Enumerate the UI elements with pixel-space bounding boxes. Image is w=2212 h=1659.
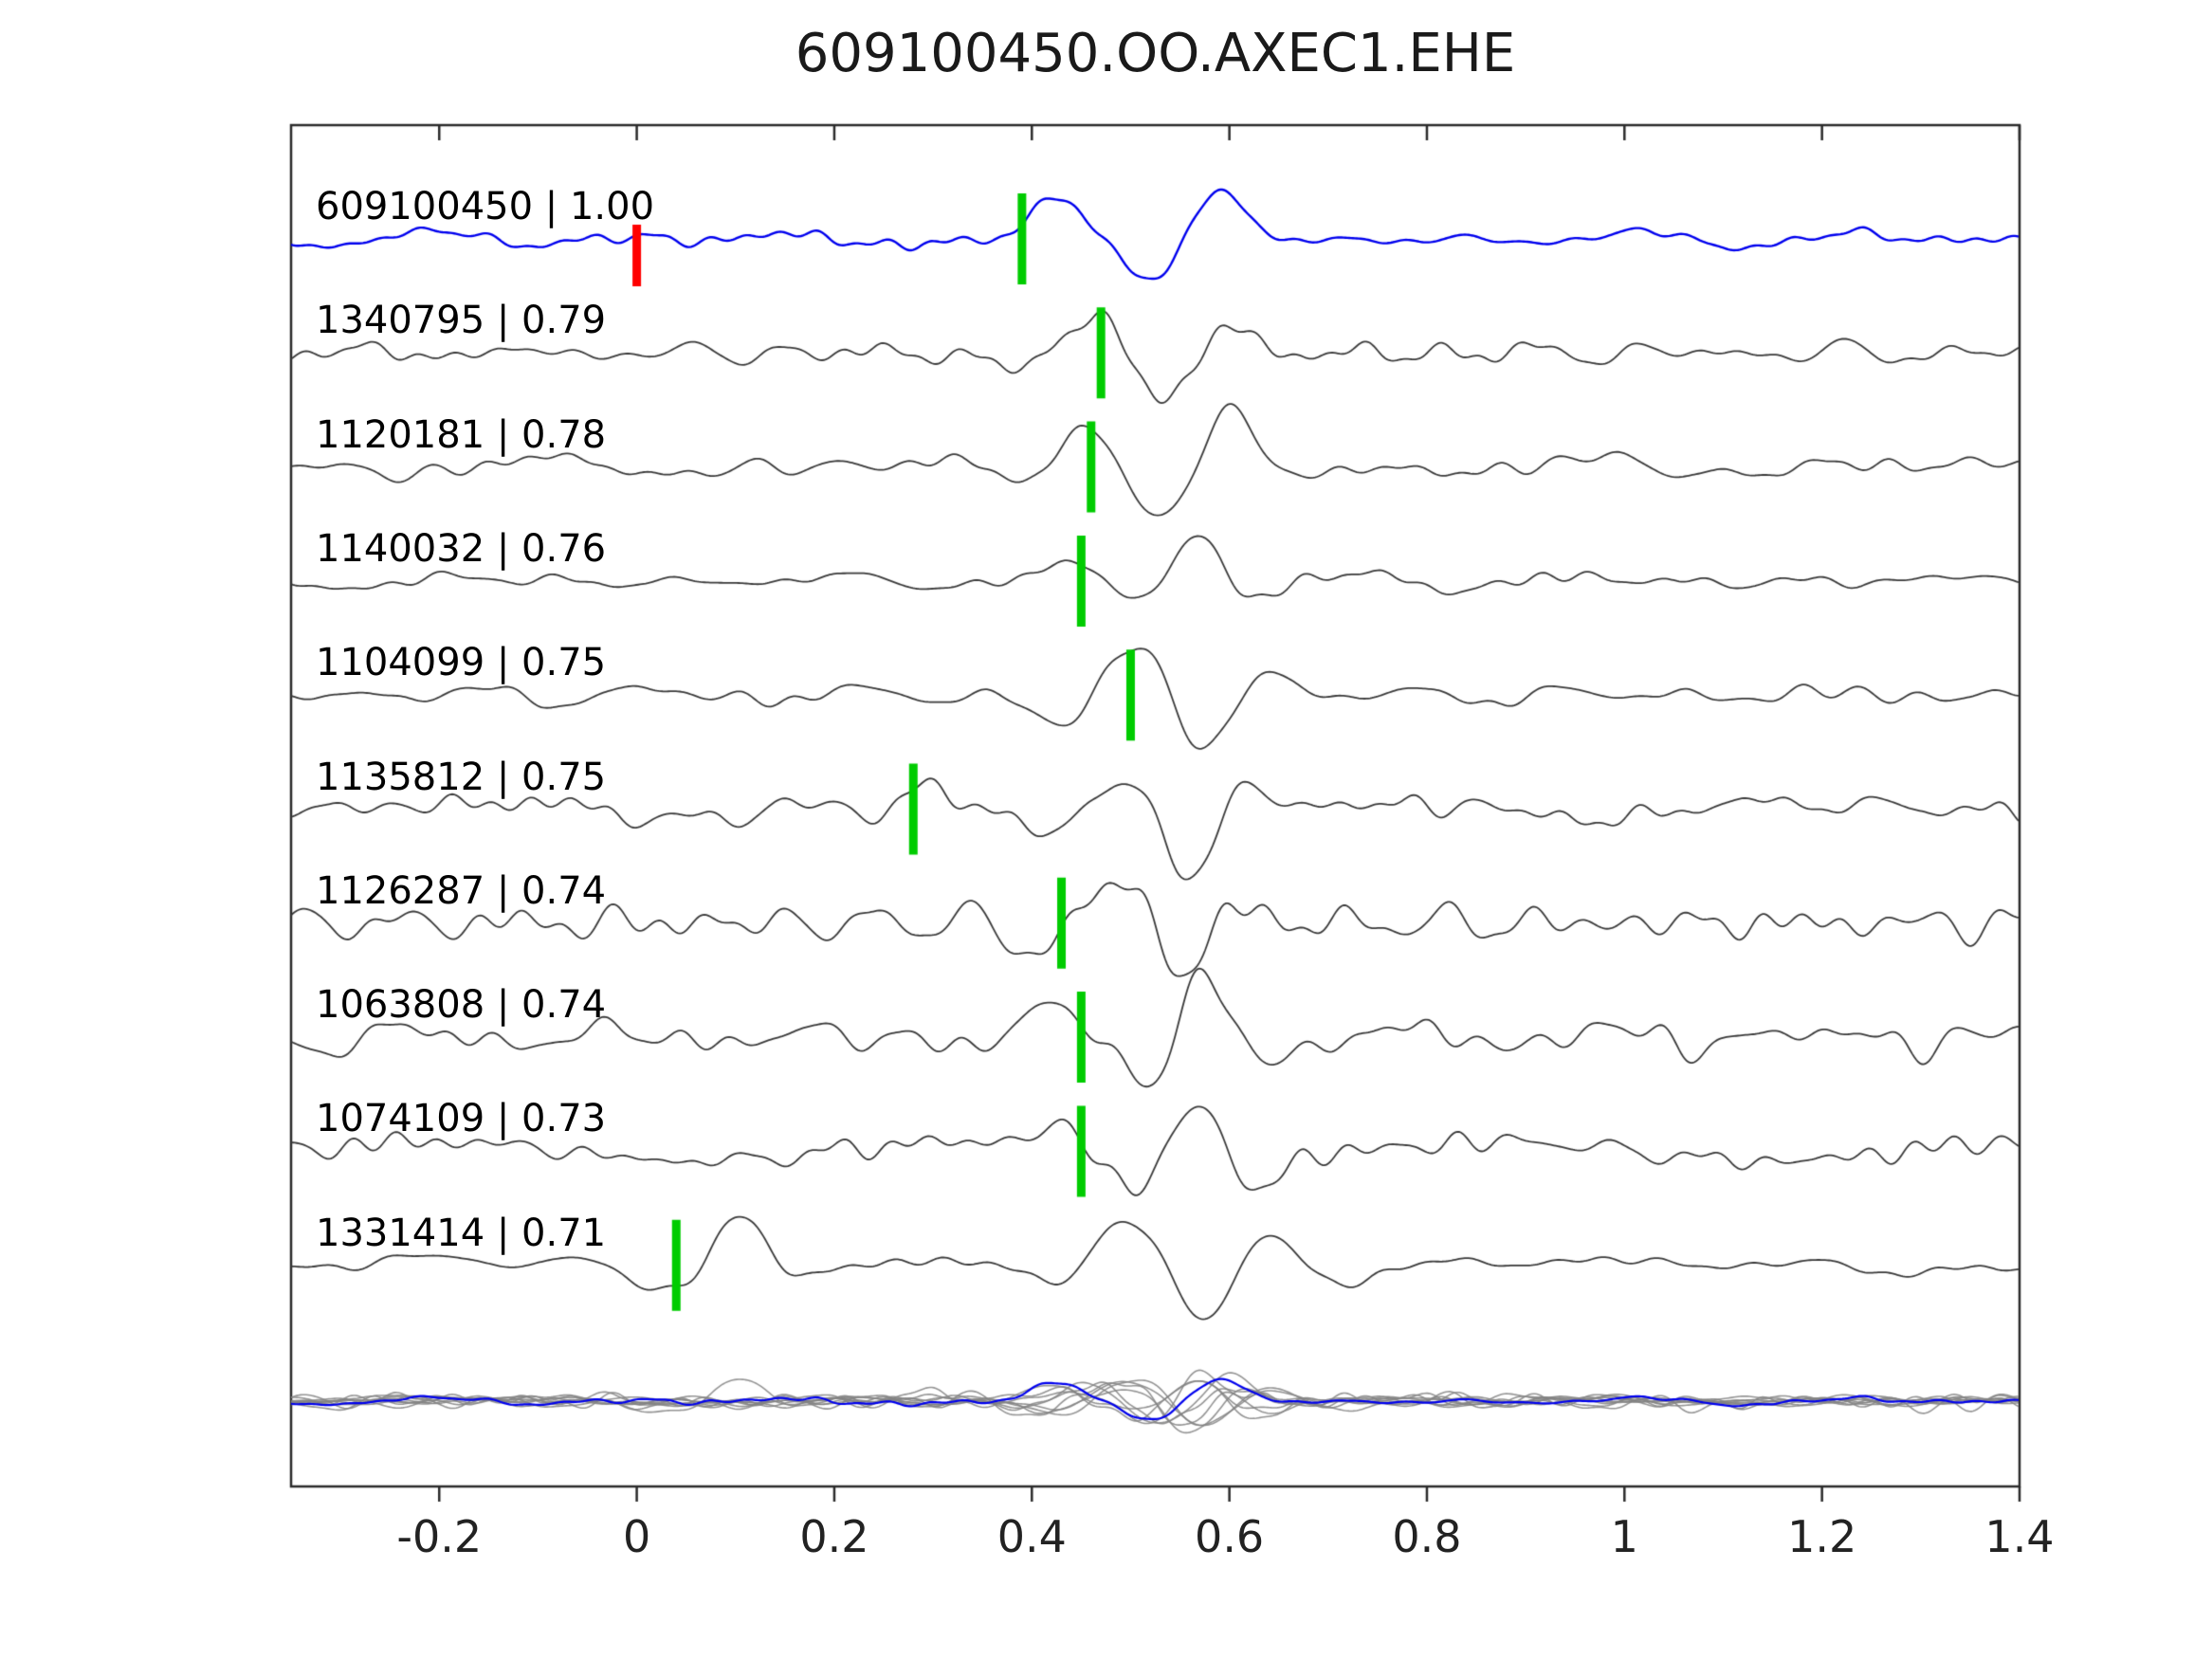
trace-label: 1063808 | 0.74: [316, 983, 607, 1028]
trace-label: 1340795 | 0.79: [316, 299, 607, 343]
x-tick-label: 0.6: [1195, 1511, 1265, 1562]
x-tick-label: 0.4: [996, 1511, 1067, 1562]
trace-label: 1135812 | 0.75: [316, 755, 607, 799]
x-tick-label: -0.2: [396, 1511, 483, 1562]
x-tick-label: 0.2: [799, 1511, 869, 1562]
figure-title: 609100450.OO.AXEC1.EHE: [795, 23, 1516, 84]
trace-label: 1140032 | 0.76: [316, 526, 607, 571]
x-tick-label: 0: [622, 1511, 651, 1562]
x-tick-label: 0.8: [1392, 1511, 1462, 1562]
x-tick-label: 1: [1610, 1511, 1638, 1562]
trace-label: 1126287 | 0.74: [316, 868, 607, 913]
trace-label: 1120181 | 0.78: [316, 412, 607, 457]
trace-label: 1074109 | 0.73: [316, 1097, 607, 1141]
x-tick-label: 1.2: [1787, 1511, 1857, 1562]
x-tick-label: 1.4: [1984, 1511, 2055, 1562]
trace-label: 1104099 | 0.75: [316, 641, 607, 685]
trace-label: 1331414 | 0.71: [316, 1211, 607, 1255]
trace-label: 609100450 | 1.00: [316, 185, 655, 228]
